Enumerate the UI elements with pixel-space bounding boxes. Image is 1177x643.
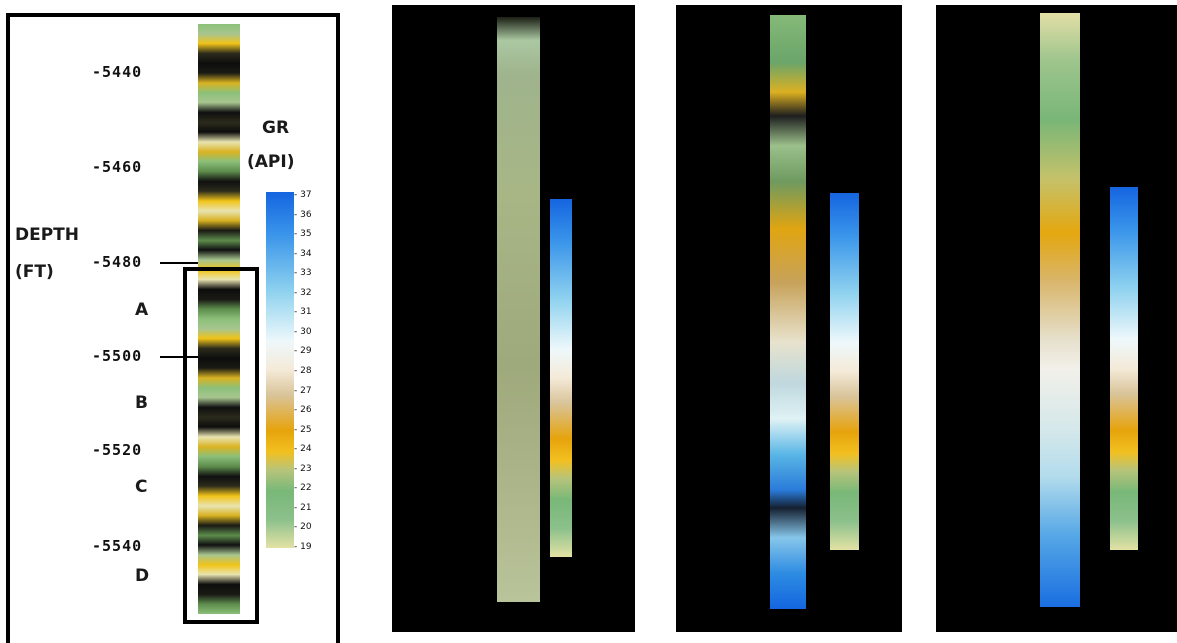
scale-tick-label: - 35 — [294, 229, 312, 240]
outer-frame — [6, 13, 340, 643]
depth-tick-label: -5500 — [92, 347, 143, 365]
depth-tick-line — [160, 356, 198, 358]
annotated-log-panel: -5440 -5460 -5480 -5500 -5520 -5540 DEPT… — [0, 0, 372, 643]
scale-tick-label: - 27 — [294, 385, 312, 396]
gr-color-scale-bar — [830, 193, 859, 550]
zone-label-b: B — [135, 393, 148, 413]
gr-image-panel-3 — [676, 5, 902, 632]
depth-tick-label: -5540 — [92, 537, 143, 555]
depth-axis-unit: (FT) — [15, 262, 54, 282]
gr-image-log-strip — [1040, 13, 1080, 607]
depth-tick-label: -5460 — [92, 158, 143, 176]
scale-tick-label: - 36 — [294, 209, 312, 220]
scale-tick-label: - 37 — [294, 190, 312, 200]
gr-image-panel-2 — [392, 5, 635, 632]
depth-tick-label: -5520 — [92, 441, 143, 459]
scale-tick-label: - 19 — [294, 542, 312, 552]
scale-tick-label: - 25 — [294, 424, 312, 435]
gr-color-scale-bar — [266, 192, 294, 548]
zone-label-c: C — [135, 477, 148, 497]
gr-axis-title: GR — [262, 118, 290, 138]
scale-tick-label: - 29 — [294, 346, 312, 357]
gr-image-log-strip — [198, 24, 240, 614]
scale-tick-label: - 24 — [294, 444, 312, 455]
zone-label-a: A — [135, 300, 149, 320]
scale-tick-label: - 23 — [294, 463, 312, 474]
scale-tick-label: - 33 — [294, 268, 312, 279]
scale-tick-label: - 21 — [294, 502, 312, 513]
gr-image-log-strip — [770, 15, 806, 609]
gr-color-scale-bar — [550, 199, 572, 557]
scale-tick-label: - 26 — [294, 405, 312, 416]
depth-axis-title: DEPTH — [15, 225, 80, 245]
depth-tick-label: -5480 — [92, 253, 143, 271]
scale-tick-label: - 31 — [294, 307, 312, 318]
depth-tick-line — [160, 262, 198, 264]
scale-tick-label: - 30 — [294, 326, 312, 337]
scale-tick-label: - 32 — [294, 287, 312, 298]
gr-color-scale-ticks: - 37 - 36 - 35 - 34 - 33 - 32 - 31 - 30 - 29 - 28… — [294, 190, 324, 552]
scale-tick-label: - 34 — [294, 248, 312, 259]
scale-tick-label: - 28 — [294, 366, 312, 376]
depth-tick-label: -5440 — [92, 63, 143, 81]
scale-tick-label: - 22 — [294, 483, 312, 494]
zone-label-d: D — [135, 566, 150, 586]
gr-axis-unit: (API) — [247, 152, 295, 172]
gr-image-panel-4 — [936, 5, 1177, 632]
gr-color-scale-bar — [1110, 187, 1138, 550]
gr-image-log-strip — [497, 17, 540, 602]
zoom-box — [183, 267, 259, 624]
scale-tick-label: - 20 — [294, 522, 312, 533]
